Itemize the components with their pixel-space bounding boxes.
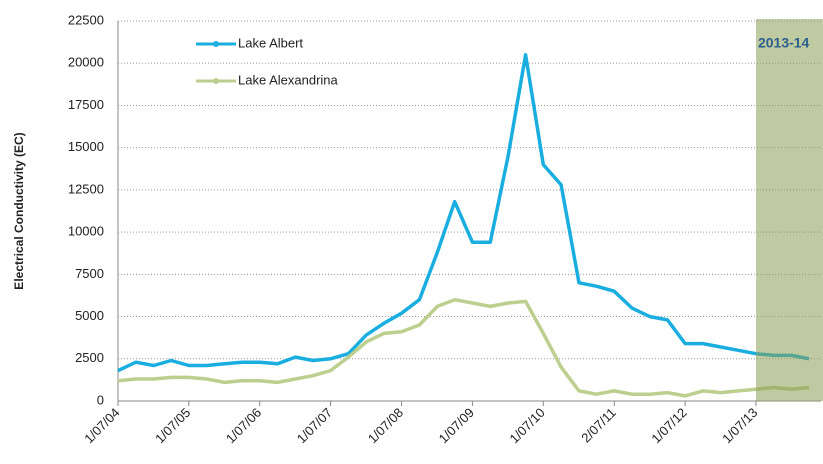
x-tick-label: 1/07/05 [152, 405, 193, 446]
y-tick-label: 15000 [68, 139, 104, 154]
shaded-period [755, 19, 823, 401]
legend-label: Lake Alexandrina [238, 72, 339, 87]
x-tick-label: 1/07/10 [507, 405, 548, 446]
y-tick-label: 2500 [75, 350, 104, 365]
legend-marker [213, 41, 219, 47]
shaded-label: 2013-14 [758, 35, 810, 51]
legend-label: Lake Albert [238, 35, 303, 50]
x-tick-label: 2/07/11 [578, 405, 619, 446]
y-tick-label: 12500 [68, 181, 104, 196]
legend-marker [213, 78, 219, 84]
x-tick-label: 1/07/06 [223, 405, 264, 446]
x-tick-label: 1/07/12 [648, 405, 689, 446]
x-tick-label: 1/07/08 [365, 405, 406, 446]
series-line [117, 297, 810, 398]
y-axis-label: Electrical Conductivity (EC) [12, 132, 26, 289]
y-tick-label: 5000 [75, 308, 104, 323]
y-tick-label: 7500 [75, 266, 104, 281]
y-tick-label: 10000 [68, 224, 104, 239]
x-tick-label: 1/07/07 [294, 405, 335, 446]
x-tick-label: 1/07/04 [81, 405, 122, 446]
x-tick-label: 1/07/09 [436, 405, 477, 446]
y-tick-label: 20000 [68, 55, 104, 70]
y-tick-label: 17500 [68, 97, 104, 112]
y-tick-label: 0 [97, 392, 104, 407]
y-tick-label: 22500 [68, 12, 104, 27]
x-tick-label: 1/07/13 [719, 405, 760, 446]
series-line [117, 53, 810, 373]
